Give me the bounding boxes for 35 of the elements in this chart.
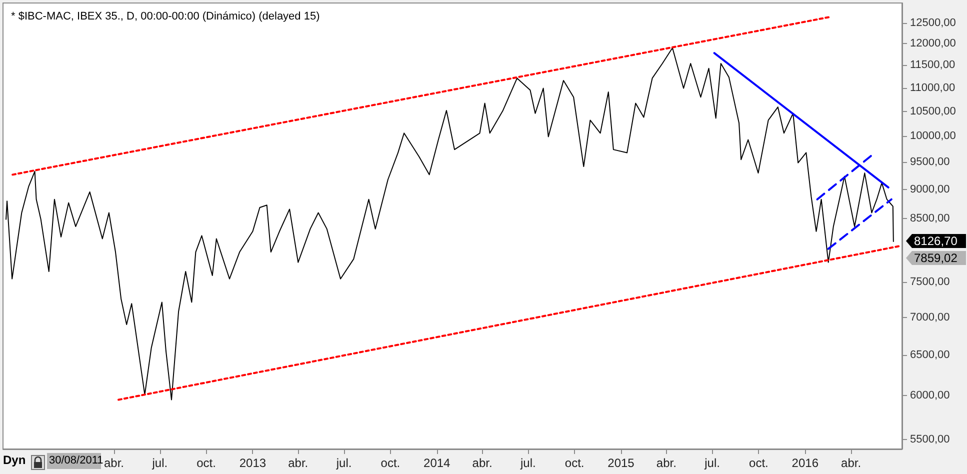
text: Dyn xyxy=(3,453,26,467)
x-tick-label: abr. xyxy=(104,456,124,470)
x-tick-label: jul. xyxy=(520,456,536,470)
y-tick-label: 8500,00 xyxy=(910,212,950,225)
x-tick-label: oct. xyxy=(749,456,768,470)
x-tick-label: abr. xyxy=(472,456,492,470)
x-tick-label: 2016 xyxy=(792,456,819,470)
x-tick-label: oct. xyxy=(196,456,216,470)
x-tick-label: jul. xyxy=(151,456,168,470)
y-tick-label: 5500,00 xyxy=(910,434,950,446)
x-tick-label: oct. xyxy=(564,456,584,470)
line-series xyxy=(6,47,894,400)
x-tick-label: abr. xyxy=(656,456,676,470)
x-tick-label: 2014 xyxy=(424,456,451,470)
x-tick-label: abr. xyxy=(841,456,862,470)
y-tick-label: 12500,00 xyxy=(910,16,956,29)
x-tick-label: oct. xyxy=(380,456,400,470)
x-tick-label: abr. xyxy=(288,456,308,470)
x-tick-label: 2013 xyxy=(239,456,266,470)
y-tick-label: 7500,00 xyxy=(910,276,950,288)
text: 30/08/2011 xyxy=(49,454,104,466)
y-tick-label: 6000,00 xyxy=(910,390,950,402)
x-tick-label: jul. xyxy=(704,456,720,470)
y-tick-label: 9500,00 xyxy=(910,156,950,168)
text: * $IBC-MAC, IBEX 35., D, 00:00-00:00 (Dinámico) (delayed 15) xyxy=(11,10,320,22)
y-tick-label: 10000,00 xyxy=(910,130,956,142)
y-tick-label: 12000,00 xyxy=(910,38,956,50)
y-tick-label: 6500,00 xyxy=(910,348,950,361)
y-tick-label: 11500,00 xyxy=(910,59,956,72)
x-tick-label: jul. xyxy=(335,456,352,470)
x-tick-label: 2015 xyxy=(608,456,635,470)
y-tick-label: 9000,00 xyxy=(910,184,950,196)
y-tick-label: 11000,00 xyxy=(910,82,956,94)
y-tick-label: 7000,00 xyxy=(910,311,950,324)
y-tick-label: 10500,00 xyxy=(910,105,956,118)
